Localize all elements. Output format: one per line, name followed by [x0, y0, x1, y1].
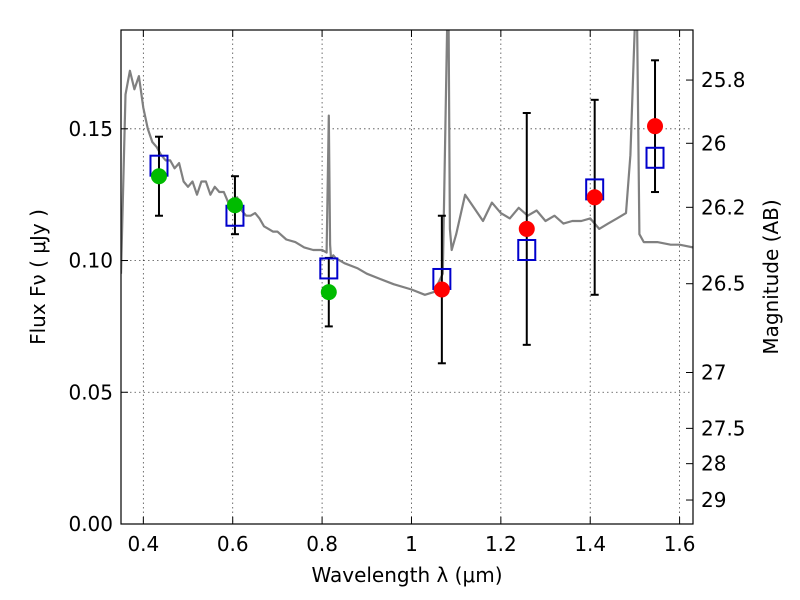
grid-lines — [121, 30, 693, 525]
model-point-square — [517, 238, 537, 261]
data-markers — [149, 118, 665, 301]
y2-tick-label: 25.8 — [701, 68, 746, 92]
y2-tick-label: 28 — [701, 452, 726, 476]
model-spectrum-line — [121, 30, 693, 296]
y-tick-label: 0.05 — [68, 380, 113, 404]
y2-tick-label: 26 — [701, 131, 726, 155]
plot-frame — [120, 29, 694, 525]
observed-point-green — [320, 284, 337, 301]
y2-axis-ticks: 25.8 26 26.2 26.5 27 27.5 28 29 — [686, 68, 746, 512]
x-tick-label: 1.2 — [485, 532, 517, 556]
observed-point-green — [226, 197, 243, 214]
y-tick-label: 0.10 — [68, 249, 113, 273]
y2-tick-label: 27 — [701, 361, 726, 385]
y-tick-label: 0.00 — [68, 512, 113, 536]
observed-point-red — [433, 281, 450, 298]
y-axis-label: Flux Fν ( μJy ) — [26, 209, 50, 345]
y-tick-label: 0.15 — [68, 117, 113, 141]
y2-tick-label: 26.5 — [701, 272, 746, 296]
x-tick-label: 1.6 — [664, 532, 696, 556]
x-axis-ticks: 0.4 0.6 0.8 1 1.2 1.4 1.6 — [127, 30, 696, 556]
x-tick-label: 1 — [405, 532, 418, 556]
y2-tick-label: 29 — [701, 488, 726, 512]
y2-axis-label: Magnitude (AB) — [759, 199, 783, 354]
x-tick-label: 0.4 — [127, 532, 159, 556]
x-tick-label: 0.6 — [217, 532, 249, 556]
x-tick-label: 1.4 — [574, 532, 606, 556]
observed-point-green — [150, 168, 167, 185]
model-point-square — [319, 257, 339, 280]
observed-point-red — [586, 189, 603, 206]
model-point-square — [645, 146, 665, 169]
observed-point-red — [647, 118, 664, 135]
x-tick-label: 0.8 — [306, 532, 338, 556]
x-axis-label: Wavelength λ (μm) — [311, 563, 502, 587]
y-axis-ticks: 0.00 0.05 0.10 0.15 — [68, 117, 128, 536]
y2-tick-label: 26.2 — [701, 195, 746, 219]
observed-point-red — [518, 220, 535, 237]
y2-tick-label: 27.5 — [701, 416, 746, 440]
